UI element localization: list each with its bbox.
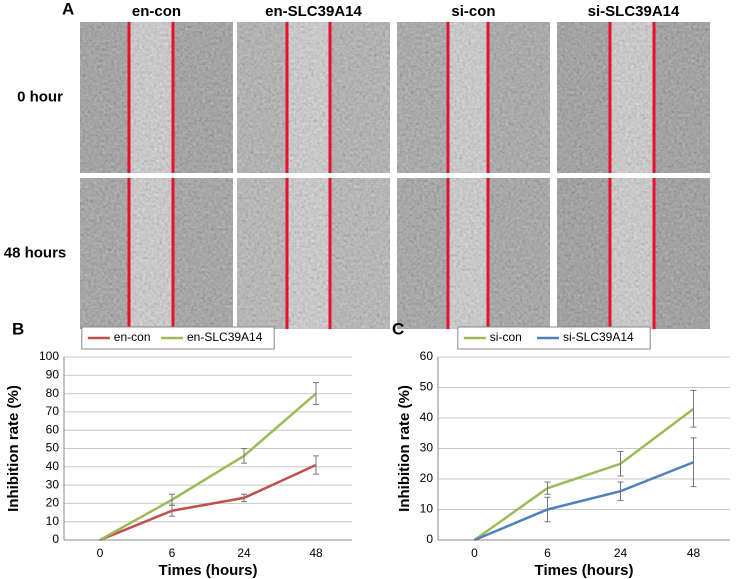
micrograph <box>80 22 233 173</box>
x-tick-label: 48 <box>309 546 323 560</box>
y-axis-label: Inhibition rate (%) <box>5 385 22 512</box>
error-bar <box>690 437 697 488</box>
error-bar <box>617 481 624 501</box>
error-bar <box>313 382 319 406</box>
micrograph <box>397 178 550 329</box>
column-label: si-SLC39A14 <box>588 3 680 20</box>
x-tick-label: 0 <box>471 546 478 560</box>
micrograph <box>237 178 390 329</box>
cell-texture <box>557 22 710 173</box>
x-tick-label: 6 <box>169 546 176 560</box>
y-tick-label: 0 <box>52 532 59 546</box>
error-bar <box>169 493 175 506</box>
data-line <box>99 392 317 542</box>
column-label: en-con <box>132 3 181 20</box>
x-axis-label: Times (hours) <box>159 562 258 579</box>
panel-label: A <box>62 0 74 18</box>
panel-label: B <box>12 319 24 338</box>
y-tick-label: 60 <box>46 422 60 436</box>
cell-texture <box>397 22 550 173</box>
row-label: 0 hour <box>17 88 63 105</box>
y-tick-label: 50 <box>46 441 60 455</box>
legend-label: si-con <box>490 330 522 344</box>
error-bar <box>313 455 319 475</box>
legend-label: en-SLC39A14 <box>187 330 263 344</box>
micrograph <box>557 178 710 329</box>
legend: si-con si-SLC39A14 <box>457 326 651 350</box>
y-axis-label: Inhibition rate (%) <box>396 385 413 512</box>
y-tick-label: 20 <box>46 496 60 510</box>
column-label: si-con <box>451 3 495 20</box>
micrograph <box>80 178 233 329</box>
error-bar <box>241 493 247 503</box>
error-bar <box>690 390 697 428</box>
cell-texture <box>397 178 550 329</box>
error-bar <box>544 496 551 523</box>
y-tick-label: 90 <box>46 367 60 381</box>
error-bar <box>241 448 247 464</box>
legend: en-con en-SLC39A14 <box>81 326 275 350</box>
x-tick-label: 24 <box>614 546 628 560</box>
y-tick-label: 50 <box>420 380 434 394</box>
micrograph <box>237 22 390 173</box>
x-tick-label: 48 <box>687 546 701 560</box>
legend-label: si-SLC39A14 <box>563 330 634 344</box>
x-tick-label: 24 <box>237 546 251 560</box>
y-tick-label: 70 <box>46 404 60 418</box>
y-tick-label: 40 <box>46 459 60 473</box>
x-tick-label: 6 <box>544 546 551 560</box>
y-tick-label: 40 <box>420 410 434 424</box>
y-tick-label: 0 <box>426 532 433 546</box>
row-label: 48 hours <box>4 244 67 261</box>
panel-label: C <box>392 319 404 338</box>
y-tick-label: 80 <box>46 386 60 400</box>
column-label: en-SLC39A14 <box>265 3 362 20</box>
y-tick-label: 100 <box>39 349 59 363</box>
error-bar <box>544 481 551 495</box>
y-tick-label: 10 <box>46 514 60 528</box>
data-line <box>474 461 694 542</box>
error-bar <box>617 451 624 477</box>
cell-texture <box>237 178 390 329</box>
x-tick-label: 0 <box>97 546 104 560</box>
legend-label: en-con <box>114 330 151 344</box>
micrograph <box>557 22 710 173</box>
cell-texture <box>80 178 233 329</box>
data-line <box>99 463 317 542</box>
y-tick-label: 60 <box>420 349 434 363</box>
y-tick-label: 30 <box>46 477 60 491</box>
x-axis-label: Times (hours) <box>535 562 634 579</box>
cell-texture <box>80 22 233 173</box>
cell-texture <box>557 178 710 329</box>
data-line <box>473 407 695 542</box>
y-tick-label: 10 <box>420 502 434 516</box>
micrograph <box>397 22 550 173</box>
cell-texture <box>237 22 390 173</box>
y-tick-label: 30 <box>420 441 434 455</box>
y-tick-label: 20 <box>420 471 434 485</box>
